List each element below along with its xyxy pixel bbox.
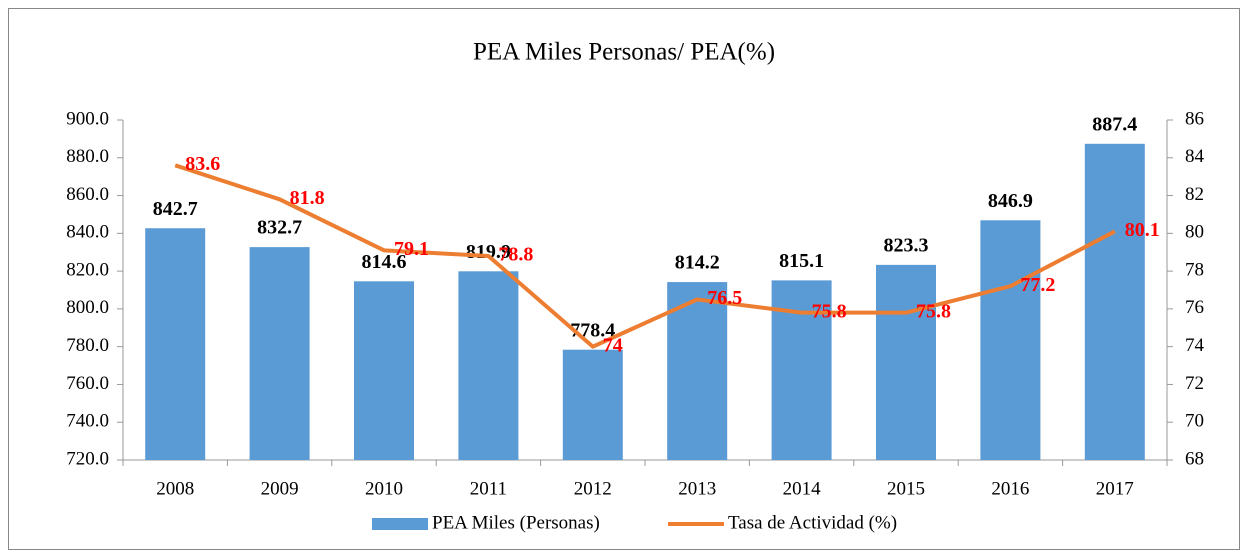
line-value-label: 78.8 bbox=[498, 244, 533, 266]
bar bbox=[980, 220, 1041, 460]
y2-tick-label: 72 bbox=[1185, 373, 1204, 394]
line-value-label: 83.6 bbox=[185, 153, 220, 175]
y-tick-label: 860.0 bbox=[66, 184, 109, 205]
bar-value-label: 832.7 bbox=[257, 217, 302, 239]
bar-value-label: 887.4 bbox=[1092, 113, 1137, 135]
y-tick-label: 840.0 bbox=[66, 222, 109, 243]
bar bbox=[458, 271, 519, 460]
y2-tick-label: 74 bbox=[1185, 335, 1205, 356]
y-tick-label: 880.0 bbox=[66, 146, 109, 167]
x-tick-label: 2014 bbox=[783, 478, 822, 499]
chart-title: PEA Miles Personas/ PEA(%) bbox=[473, 39, 775, 66]
line-value-label: 79.1 bbox=[394, 238, 429, 260]
y2-tick-label: 80 bbox=[1185, 222, 1204, 243]
bar-value-label: 814.6 bbox=[362, 251, 407, 273]
bar bbox=[562, 349, 623, 460]
y2-tick-label: 78 bbox=[1185, 259, 1204, 280]
x-tick-label: 2011 bbox=[470, 478, 507, 499]
line-value-label: 75.8 bbox=[812, 300, 847, 322]
x-tick-label: 2013 bbox=[678, 478, 716, 499]
x-tick-label: 2008 bbox=[156, 478, 194, 499]
x-tick-label: 2010 bbox=[365, 478, 403, 499]
bar bbox=[249, 247, 310, 460]
y2-tick-label: 82 bbox=[1185, 184, 1204, 205]
bar bbox=[876, 264, 936, 460]
line-value-label: 76.5 bbox=[707, 287, 742, 309]
bar-value-label: 815.1 bbox=[779, 250, 824, 272]
y-tick-label: 900.0 bbox=[66, 108, 109, 129]
x-tick-label: 2017 bbox=[1096, 478, 1134, 499]
bar-value-label: 823.3 bbox=[884, 234, 929, 256]
legend-label: Tasa de Actividad (%) bbox=[728, 512, 897, 533]
line-value-label: 80.1 bbox=[1125, 219, 1160, 241]
y2-tick-label: 70 bbox=[1185, 411, 1204, 432]
y-tick-label: 720.0 bbox=[66, 448, 109, 469]
bar-value-label: 846.9 bbox=[988, 190, 1033, 212]
legend-label: PEA Miles (Personas) bbox=[432, 512, 600, 533]
line-value-label: 74 bbox=[603, 334, 623, 356]
bar bbox=[354, 281, 414, 460]
x-tick-label: 2009 bbox=[261, 478, 299, 499]
legend-swatch bbox=[372, 518, 428, 530]
y2-tick-label: 84 bbox=[1185, 146, 1205, 167]
y-tick-label: 760.0 bbox=[66, 373, 109, 394]
bar bbox=[667, 282, 728, 460]
bar-value-label: 819.9 bbox=[466, 241, 511, 263]
bar-value-label: 814.2 bbox=[675, 252, 720, 274]
bar bbox=[145, 228, 206, 460]
line-value-label: 81.8 bbox=[290, 187, 325, 209]
x-tick-label: 2012 bbox=[574, 478, 612, 499]
x-tick-label: 2015 bbox=[887, 478, 925, 499]
line-value-label: 75.8 bbox=[916, 300, 951, 322]
y2-tick-label: 68 bbox=[1185, 448, 1204, 469]
bar-value-label: 842.7 bbox=[153, 198, 198, 220]
y-tick-label: 740.0 bbox=[66, 411, 109, 432]
line bbox=[174, 163, 1116, 349]
line-value-label: 77.2 bbox=[1020, 274, 1055, 296]
y-tick-label: 800.0 bbox=[66, 297, 109, 318]
x-tick-label: 2016 bbox=[991, 478, 1029, 499]
y-tick-label: 780.0 bbox=[66, 335, 109, 356]
y2-tick-label: 76 bbox=[1185, 297, 1204, 318]
y2-tick-label: 86 bbox=[1185, 108, 1204, 129]
bar bbox=[1084, 143, 1145, 461]
y-tick-label: 820.0 bbox=[66, 259, 109, 280]
